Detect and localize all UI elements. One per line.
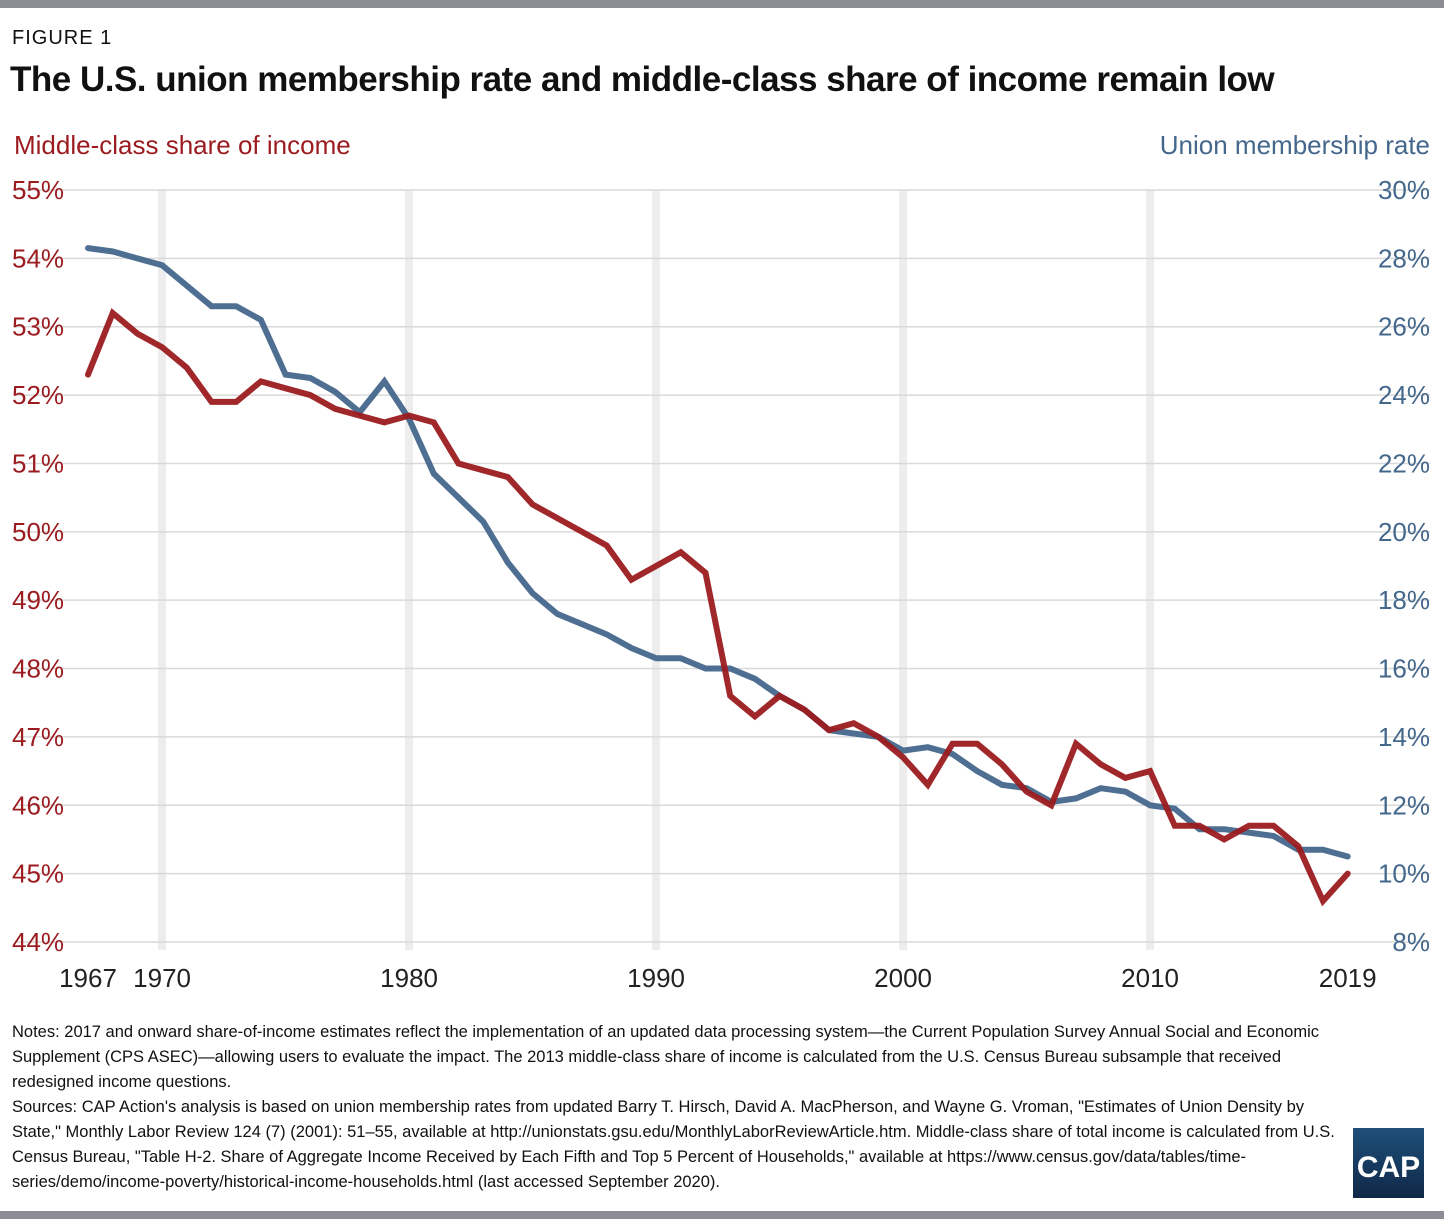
decade-band: [158, 190, 167, 950]
decade-band: [1146, 190, 1155, 950]
bottom-border: [0, 1211, 1444, 1219]
x-tick-label: 2010: [1121, 963, 1179, 993]
left-tick-label: 45%: [12, 859, 64, 889]
chart-title: The U.S. union membership rate and middl…: [10, 60, 1275, 99]
right-tick-label: 28%: [1378, 243, 1430, 273]
right-tick-label: 12%: [1378, 790, 1430, 820]
right-tick-label: 26%: [1378, 312, 1430, 342]
decade-band: [405, 190, 414, 950]
right-tick-label: 18%: [1378, 585, 1430, 615]
left-tick-label: 54%: [12, 243, 64, 273]
decade-band: [652, 190, 661, 950]
left-tick-label: 44%: [12, 927, 64, 957]
left-tick-label: 49%: [12, 585, 64, 615]
left-tick-label: 52%: [12, 380, 64, 410]
left-tick-label: 46%: [12, 790, 64, 820]
x-tick-label: 1967: [59, 963, 117, 993]
right-axis-title: Union membership rate: [1159, 130, 1430, 160]
x-tick-label: 1970: [133, 963, 191, 993]
left-tick-label: 48%: [12, 654, 64, 684]
x-tick-label: 2000: [874, 963, 932, 993]
right-tick-label: 10%: [1378, 859, 1430, 889]
right-tick-label: 24%: [1378, 380, 1430, 410]
decade-band: [899, 190, 908, 950]
x-tick-label: 1990: [627, 963, 685, 993]
x-tick-label: 2019: [1319, 963, 1377, 993]
middle-class-share-line: [85, 308, 1351, 907]
figure-label: FIGURE 1: [12, 27, 113, 49]
top-border: [0, 0, 1444, 8]
sources-text: Sources: CAP Action's analysis is based …: [12, 1098, 1335, 1191]
right-tick-label: 22%: [1378, 448, 1430, 478]
x-tick-label: 1980: [380, 963, 438, 993]
left-axis-title: Middle-class share of income: [14, 130, 351, 160]
left-tick-label: 55%: [12, 175, 64, 205]
right-tick-label: 20%: [1378, 517, 1430, 547]
left-tick-label: 53%: [12, 312, 64, 342]
left-tick-label: 51%: [12, 448, 64, 478]
right-tick-label: 16%: [1378, 654, 1430, 684]
cap-logo: CAP: [1353, 1128, 1424, 1198]
right-tick-label: 14%: [1378, 722, 1430, 752]
line-chart: 44% 8% 45% 10% 46% 12% 47% 14% 48% 16% 49% 18% 50% 20…: [12, 175, 1430, 993]
right-tick-label: 30%: [1378, 175, 1430, 205]
chart-notes: Notes: 2017 and onward share-of-income e…: [12, 1020, 1342, 1195]
union-membership-line: [85, 245, 1351, 860]
left-tick-label: 50%: [12, 517, 64, 547]
cap-logo-text: CAP: [1356, 1151, 1421, 1184]
left-tick-label: 47%: [12, 722, 64, 752]
right-tick-label: 8%: [1392, 927, 1430, 957]
notes-text: Notes: 2017 and onward share-of-income e…: [12, 1023, 1319, 1091]
